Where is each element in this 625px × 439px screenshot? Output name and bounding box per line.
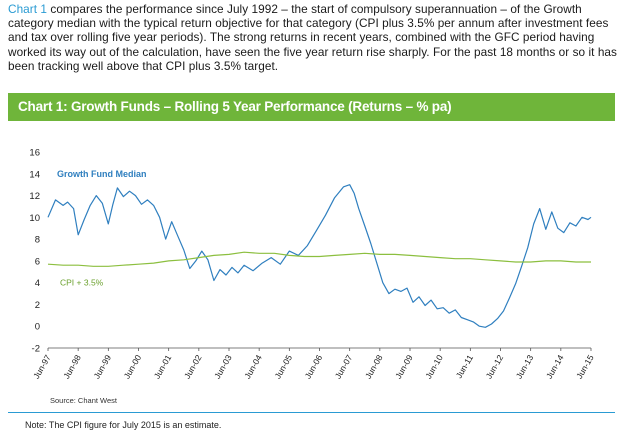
x-tick-label: Jun-01 [152,353,174,381]
y-tick-label: -2 [32,344,40,355]
y-tick-label: 12 [29,191,40,202]
y-tick-label: 6 [35,256,40,267]
x-tick-label: Jun-11 [454,353,475,380]
cpi-series-label: CPI + 3.5% [60,278,104,288]
divider [8,412,615,413]
y-tick-label: 14 [29,169,40,180]
chart-title-banner: Chart 1: Growth Funds – Rolling 5 Year P… [8,93,615,121]
x-tick-label: Jun-07 [333,353,355,381]
y-tick-label: 10 [29,213,40,224]
intro-text: compares the performance since July 1992… [8,2,617,73]
x-tick-label: Jun-00 [122,353,144,381]
x-tick-label: Jun-99 [91,353,113,381]
x-tick-label: Jun-14 [544,353,566,381]
y-tick-label: 0 [35,322,40,333]
x-tick-label: Jun-12 [484,353,506,381]
y-tick-label: 16 [29,148,40,159]
x-tick-label: Jun-08 [363,353,385,381]
x-tick-label: Jun-06 [303,353,325,381]
footnote: Note: The CPI figure for July 2015 is an… [25,420,222,430]
x-tick-label: Jun-97 [31,353,53,381]
x-tick-label: Jun-03 [212,353,234,381]
x-tick-label: Jun-04 [242,353,264,381]
x-tick-label: Jun-10 [423,353,445,381]
x-tick-label: Jun-13 [514,353,536,381]
intro-paragraph: Chart 1 compares the performance since J… [8,2,620,73]
y-tick-label: 2 [35,300,40,311]
growth-fund-median-line [47,184,592,328]
line-chart: -2 0 2 4 6 8 10 12 14 16 Jun-97 Jun-98 Jun-99 Jun-00 J… [29,148,596,381]
x-tick-label: Jun-02 [182,353,204,381]
chart-area: -2 0 2 4 6 8 10 12 14 16 Jun-97 Jun-98 Jun-99 Jun-00 J… [8,129,615,414]
x-tick-label: Jun-98 [61,353,83,381]
chart-source: Source: Chant West [50,396,117,405]
growth-series-label: Growth Fund Median [57,169,147,179]
x-tick-label: Jun-15 [574,353,596,381]
x-tick-label: Jun-09 [393,353,415,381]
y-tick-label: 8 [35,235,40,246]
x-tick-label: Jun-05 [272,353,294,381]
cpi-plus-line [47,251,591,267]
y-tick-label: 4 [35,278,40,289]
chart-reference: Chart 1 [8,2,48,16]
